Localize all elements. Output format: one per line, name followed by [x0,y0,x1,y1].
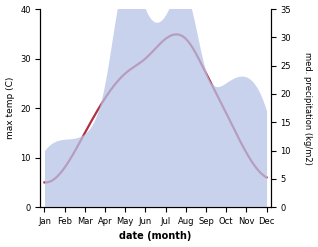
Y-axis label: med. precipitation (kg/m2): med. precipitation (kg/m2) [303,52,313,165]
X-axis label: date (month): date (month) [119,231,192,242]
Y-axis label: max temp (C): max temp (C) [5,77,15,139]
